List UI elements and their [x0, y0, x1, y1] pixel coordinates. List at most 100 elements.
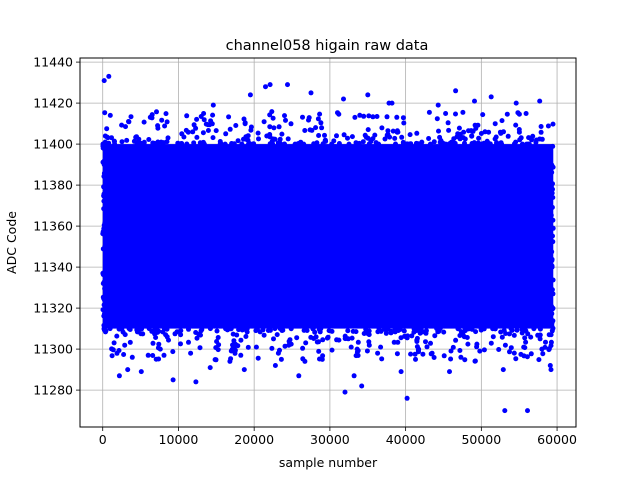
data-point [345, 328, 351, 334]
data-point [353, 140, 359, 146]
x-tick-label: 50000 [461, 432, 501, 447]
data-point [400, 139, 406, 145]
data-point [549, 169, 555, 175]
outlier-point [302, 358, 308, 364]
data-point [466, 326, 472, 332]
data-point [201, 117, 207, 123]
data-point [353, 329, 359, 335]
data-point [186, 339, 191, 345]
data-point [531, 326, 537, 332]
data-point [523, 111, 529, 116]
data-point [361, 113, 367, 119]
data-point [509, 327, 515, 333]
data-point [287, 337, 293, 343]
data-point [100, 307, 106, 313]
data-point [507, 349, 512, 355]
data-point [472, 122, 478, 128]
data-point [288, 326, 294, 332]
data-point [200, 139, 206, 145]
data-point [465, 341, 471, 347]
data-point [455, 326, 461, 332]
data-point [101, 296, 107, 302]
data-point [109, 353, 115, 359]
data-point [159, 117, 165, 123]
data-point [545, 123, 551, 129]
data-point [461, 334, 467, 340]
data-point [538, 124, 544, 129]
outlier-point [227, 358, 233, 364]
data-point [214, 328, 220, 334]
outlier-point [365, 92, 371, 98]
data-point [413, 140, 419, 146]
data-point [363, 134, 369, 140]
data-point [334, 133, 339, 139]
data-point [538, 129, 544, 135]
outlier-point [547, 363, 553, 368]
data-point [104, 126, 110, 132]
outlier-point [275, 350, 281, 356]
data-point [548, 343, 554, 349]
data-point [121, 352, 127, 357]
outlier-point [272, 363, 278, 368]
data-point [462, 357, 468, 363]
outlier-point [537, 98, 543, 104]
data-point [426, 109, 432, 115]
data-point [543, 339, 548, 345]
data-point [303, 340, 309, 346]
data-point [279, 131, 285, 137]
data-point [457, 136, 463, 142]
data-point [366, 113, 372, 119]
data-point [226, 114, 232, 120]
outlier-point [429, 350, 435, 356]
data-point [164, 119, 170, 125]
data-point [112, 141, 118, 147]
data-point [329, 347, 335, 353]
data-point [409, 333, 415, 339]
data-point [208, 118, 214, 124]
data-point [178, 141, 183, 147]
data-point [446, 127, 452, 133]
data-point [492, 326, 498, 332]
data-point [302, 128, 308, 133]
outlier-point [398, 369, 404, 375]
outlier-point [241, 367, 247, 373]
data-point [322, 137, 328, 143]
data-point [458, 329, 464, 335]
data-point [316, 348, 322, 354]
data-point [156, 328, 162, 334]
data-point [107, 326, 113, 332]
data-point [214, 339, 220, 344]
data-point [109, 135, 114, 141]
data-point [194, 134, 200, 140]
data-point [269, 140, 275, 146]
data-point [158, 139, 164, 145]
outlier-point [472, 98, 477, 104]
data-point [379, 356, 385, 362]
data-point [549, 249, 555, 255]
data-point [548, 311, 554, 317]
data-point [123, 124, 128, 130]
data-point [379, 125, 385, 131]
data-point [392, 135, 398, 141]
data-point [512, 141, 517, 147]
data-point [300, 114, 305, 120]
data-point [519, 141, 525, 147]
data-point [450, 344, 456, 350]
data-point [229, 141, 235, 146]
y-tick-label: 11280 [33, 383, 73, 398]
outlier-point [502, 408, 508, 414]
data-point [501, 129, 506, 135]
y-axis-label: ADC Code [4, 211, 19, 274]
outlier-point [296, 373, 302, 379]
outlier-point [389, 100, 395, 106]
data-point [267, 134, 273, 140]
data-point [277, 326, 283, 332]
data-point [550, 291, 556, 297]
data-point [462, 326, 468, 332]
data-point [393, 141, 398, 147]
outlier-point [477, 348, 483, 354]
data-point [549, 287, 555, 293]
data-point [286, 342, 292, 348]
data-point [536, 357, 542, 363]
data-point [127, 339, 133, 345]
